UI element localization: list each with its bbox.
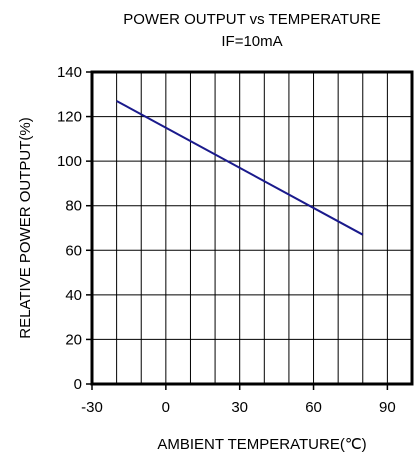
y-tick-label: 140 (57, 64, 82, 81)
x-tick-label: 0 (162, 399, 170, 416)
y-axis-label: RELATIVE POWER OUTPUT(%) (17, 117, 34, 338)
y-tick-label: 60 (65, 242, 82, 259)
x-axis-label: AMBIENT TEMPERATURE(℃) (157, 436, 366, 453)
y-tick-label: 0 (74, 376, 82, 393)
y-tick-label: 120 (57, 109, 82, 126)
x-tick-label: 90 (379, 399, 396, 416)
x-tick-label: 30 (231, 399, 248, 416)
y-tick-label: 20 (65, 331, 82, 348)
chart-subtitle: IF=10mA (221, 33, 282, 50)
y-tick-label: 40 (65, 287, 82, 304)
x-tick-label: -30 (81, 399, 103, 416)
plot-area: 0 20 40 60 80 100 120 140 -30 0 30 60 90 (57, 64, 414, 416)
plot-frame (90, 70, 414, 386)
x-tick-label: 60 (305, 399, 322, 416)
series-line (116, 100, 364, 236)
y-tick-label: 80 (65, 198, 82, 215)
y-tick-label: 100 (57, 153, 82, 170)
chart-title: POWER OUTPUT vs TEMPERATURE (123, 11, 381, 28)
